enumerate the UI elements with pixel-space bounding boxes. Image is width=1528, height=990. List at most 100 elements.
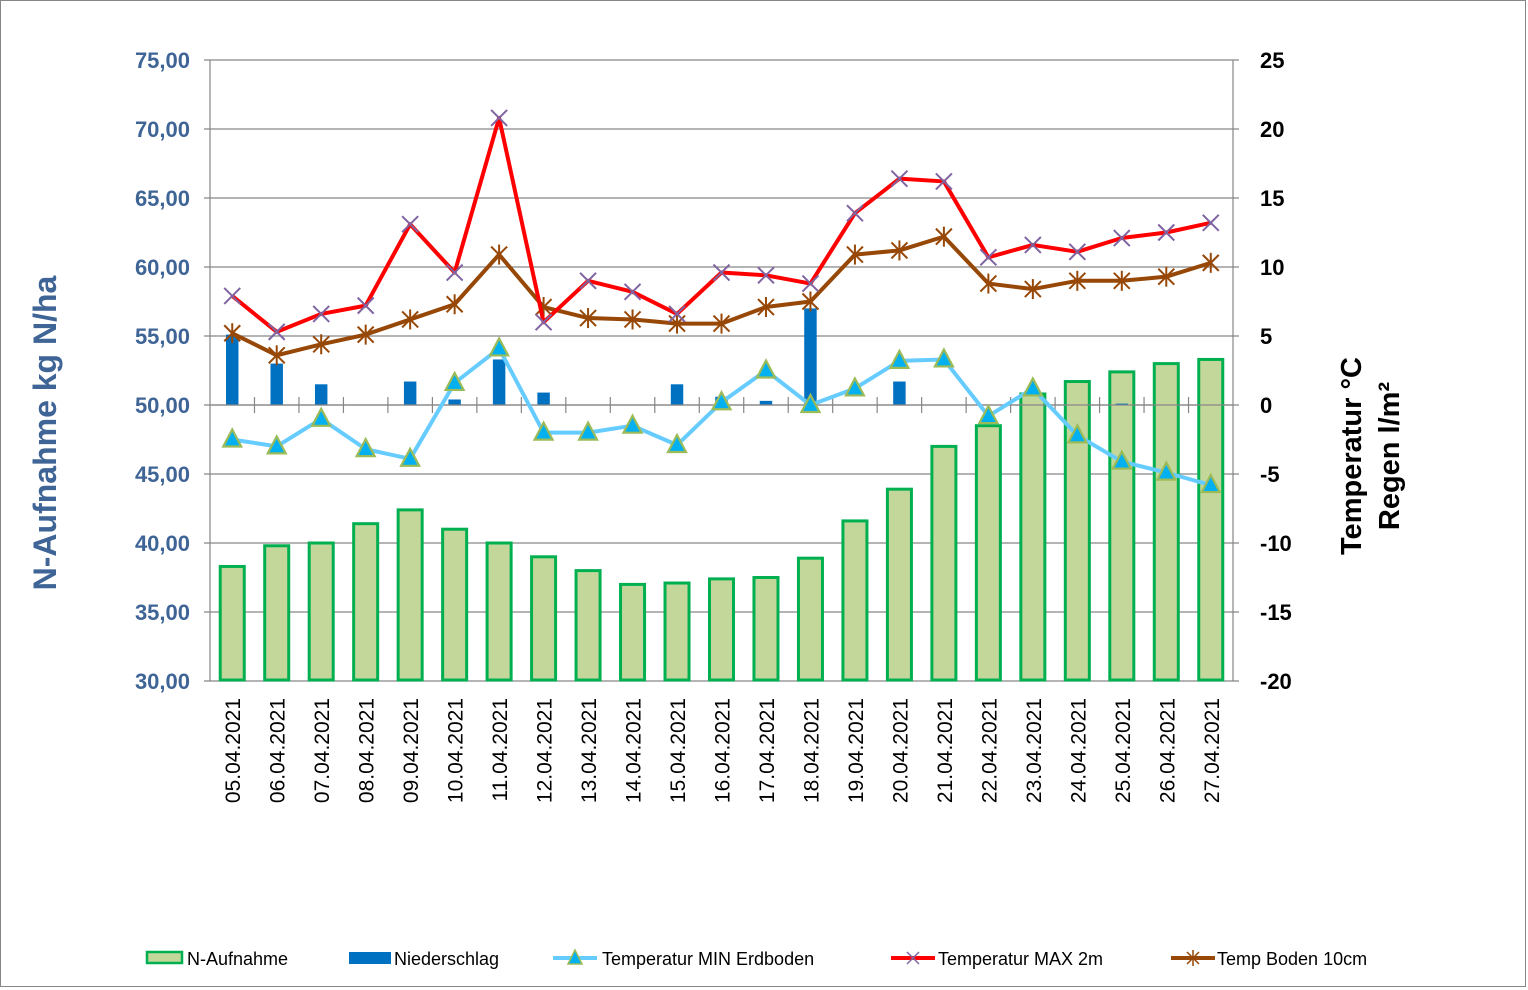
temp-min-erdboden-marker xyxy=(621,413,644,434)
temp-max-2m-marker xyxy=(757,266,775,284)
n-aufnahme-bar xyxy=(663,581,691,682)
temp-min-erdboden-marker xyxy=(265,434,288,455)
right-tick-label: 5 xyxy=(1260,324,1272,349)
temp-max-2m-marker xyxy=(801,274,820,293)
marker-stroke xyxy=(979,248,998,267)
n-aufnahme-bar xyxy=(396,508,424,682)
n-aufnahme-bar xyxy=(619,582,647,682)
n-aufnahme-bar xyxy=(1197,357,1225,682)
x-tick-label: 10.04.2021 xyxy=(445,698,468,803)
temp-max-2m-marker xyxy=(490,109,508,127)
right-tick-label: -15 xyxy=(1260,600,1292,625)
x-tick-label: 19.04.2021 xyxy=(845,698,868,803)
legend-item: Niederschlag xyxy=(349,949,499,969)
temp-max-2m-marker xyxy=(268,323,286,341)
temp-min-erdboden-marker xyxy=(1066,423,1089,444)
n-aufnahme-bar xyxy=(307,541,335,682)
temp-boden-10cm-marker xyxy=(401,309,419,330)
temp-max-2m-marker xyxy=(356,296,375,315)
marker-stroke xyxy=(534,313,553,331)
legend-swatch-niederschlag xyxy=(349,952,391,964)
n-aufnahme-bar xyxy=(1108,370,1136,682)
temp-boden-10cm-marker xyxy=(223,323,241,344)
triangle-marker-icon xyxy=(566,948,584,965)
right-axis-ticks: -20 -15 -10 -5 0 5 10 15 20 25 xyxy=(1260,48,1292,694)
x-tick-label: 13.04.2021 xyxy=(578,698,601,803)
temp-boden-10cm-line xyxy=(231,234,1212,358)
niederschlag-bar xyxy=(1115,403,1129,405)
marker-stroke xyxy=(890,169,909,188)
marker-stroke xyxy=(1202,214,1220,232)
temp-max-2m-marker xyxy=(1113,229,1131,247)
temp-min-erdboden-marker xyxy=(888,348,911,369)
x-tick-label: 18.04.2021 xyxy=(800,698,823,803)
right-tick-label: 0 xyxy=(1260,393,1272,418)
temp-boden-10cm-marker xyxy=(623,309,642,330)
niederschlag-bars xyxy=(226,308,1129,405)
left-tick-label: 45,00 xyxy=(135,462,190,487)
temp-min-erdboden-marker xyxy=(1199,472,1222,494)
temp-boden-10cm-marker xyxy=(846,244,864,265)
temp-max-2m-marker xyxy=(579,272,597,290)
n-aufnahme-bars xyxy=(218,357,1225,682)
marker-stroke xyxy=(356,296,375,315)
marker-stroke xyxy=(712,263,731,282)
temp-max-2m-marker xyxy=(223,287,241,305)
right-tick-label: 10 xyxy=(1260,255,1284,280)
temp-min-erdboden-marker xyxy=(933,347,955,368)
n-aufnahme-bar xyxy=(263,544,291,682)
x-tick-label: 08.04.2021 xyxy=(356,698,379,803)
left-tick-label: 70,00 xyxy=(135,117,190,142)
temp-max-2m-marker xyxy=(534,313,553,331)
temp-boden-10cm-marker xyxy=(1157,266,1175,287)
right-tick-label: -5 xyxy=(1260,462,1280,487)
niederschlag-bar xyxy=(804,308,817,405)
x-tick-label: 09.04.2021 xyxy=(400,698,423,803)
temp-boden-10cm-marker xyxy=(757,297,775,318)
legend-item: Temperatur MIN Erdboden xyxy=(553,948,814,969)
legend-swatch-n-aufnahme xyxy=(145,950,184,965)
temp-min-erdboden-marker xyxy=(354,436,377,458)
n-aufnahme-bar xyxy=(574,569,602,682)
left-tick-label: 65,00 xyxy=(135,186,190,211)
temp-boden-10cm-marker xyxy=(1068,270,1087,291)
temp-max-2m-marker xyxy=(445,263,464,282)
temp-boden-10cm-marker xyxy=(445,294,464,315)
legend-item: N-Aufnahme xyxy=(145,949,288,969)
legend-label: N-Aufnahme xyxy=(187,949,288,969)
left-tick-label: 55,00 xyxy=(135,324,190,349)
niederschlag-bar xyxy=(270,363,283,405)
marker-stroke xyxy=(757,266,775,284)
marker-stroke xyxy=(801,274,820,293)
legend-label: Temperatur MIN Erdboden xyxy=(602,949,814,969)
n-aufnahme-bar xyxy=(352,522,380,682)
niederschlag-bar xyxy=(759,400,773,405)
marker-stroke xyxy=(1113,229,1131,247)
right-tick-label: -10 xyxy=(1260,531,1292,556)
x-tick-label: 23.04.2021 xyxy=(1023,698,1046,803)
marker-stroke xyxy=(401,215,419,233)
right-tick-label: 15 xyxy=(1260,186,1284,211)
x-tick-label: 21.04.2021 xyxy=(934,698,957,803)
x-tick-label: 14.04.2021 xyxy=(623,698,646,803)
legend-item: Temp Boden 10cm xyxy=(1171,949,1367,969)
temp-boden-10cm-marker xyxy=(312,334,330,355)
line-series xyxy=(221,109,1222,494)
left-axis-title: N-Aufnahme kg N/ha xyxy=(27,275,63,590)
marker-stroke xyxy=(268,323,286,341)
x-tick-label: 24.04.2021 xyxy=(1067,698,1090,803)
x-tick-label: 05.04.2021 xyxy=(222,698,245,803)
temp-max-2m-marker xyxy=(623,283,642,301)
legend-label: Temp Boden 10cm xyxy=(1217,949,1367,969)
marker-stroke xyxy=(668,305,686,323)
n-aufnahme-bar xyxy=(1152,362,1180,682)
temp-min-erdboden-marker xyxy=(977,403,1000,425)
niederschlag-bar xyxy=(893,381,906,405)
temp-max-2m-marker xyxy=(979,248,998,267)
n-aufnahme-bar xyxy=(930,444,958,682)
x-tick-label: 25.04.2021 xyxy=(1112,698,1135,803)
marker-stroke xyxy=(579,272,597,290)
left-tick-label: 75,00 xyxy=(135,48,190,73)
x-tick-label: 15.04.2021 xyxy=(667,698,690,803)
